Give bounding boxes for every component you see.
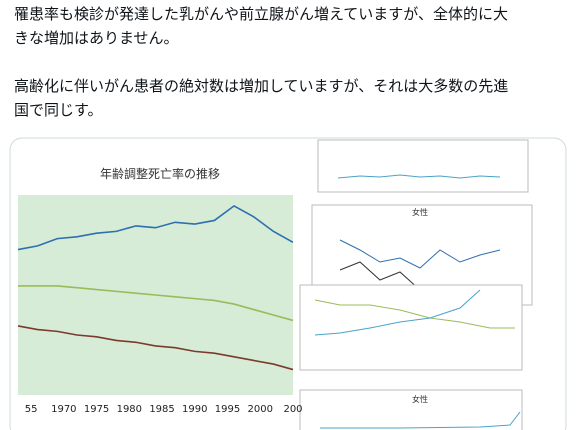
x-tick-label: 1980 xyxy=(117,404,142,415)
inset-charts xyxy=(299,139,533,430)
inset-line xyxy=(339,239,501,269)
x-tick-label: 1985 xyxy=(149,404,174,415)
x-tick-label: 1970 xyxy=(51,404,76,415)
inset xyxy=(317,139,529,193)
x-tick-label: 200 xyxy=(283,404,302,415)
x-tick-label: 1995 xyxy=(215,404,240,415)
post-text: 高齢化に伴いがん患者の絶対数は増加していますが、それは大多数の先進 国で同じす。 xyxy=(14,74,508,122)
x-tick-label: 55 xyxy=(25,404,38,415)
series-line xyxy=(17,325,294,371)
series-line xyxy=(18,285,294,322)
post-text: 罹患率も検診が発達した乳がんや前立腺がん増えていますが、全体的に大 きな増加はあ… xyxy=(14,2,508,50)
inset-label: 女性 xyxy=(412,207,428,217)
text-line: 国で同じす。 xyxy=(14,101,103,119)
text-line: 罹患率も検診が発達した乳がんや前立腺がん増えていますが、全体的に大 xyxy=(14,5,508,23)
x-tick-label: 1990 xyxy=(182,404,207,415)
inset-line xyxy=(314,299,515,329)
inset-line xyxy=(337,174,501,179)
inset xyxy=(299,389,523,430)
chart-title: 年齢調整死亡率の推移 xyxy=(100,166,220,181)
x-tick-label: 2000 xyxy=(248,404,273,415)
text-line: きな増加はありません。 xyxy=(14,29,179,47)
x-tick-label: 1975 xyxy=(84,404,109,415)
text-line: 高齢化に伴いがん患者の絶対数は増加していますが、それは大多数の先進 xyxy=(14,77,509,95)
inset-label: 女性 xyxy=(412,394,428,404)
inset-line xyxy=(320,411,521,429)
series-line xyxy=(17,204,294,251)
inset-line xyxy=(339,261,421,291)
inset-line xyxy=(314,289,481,336)
